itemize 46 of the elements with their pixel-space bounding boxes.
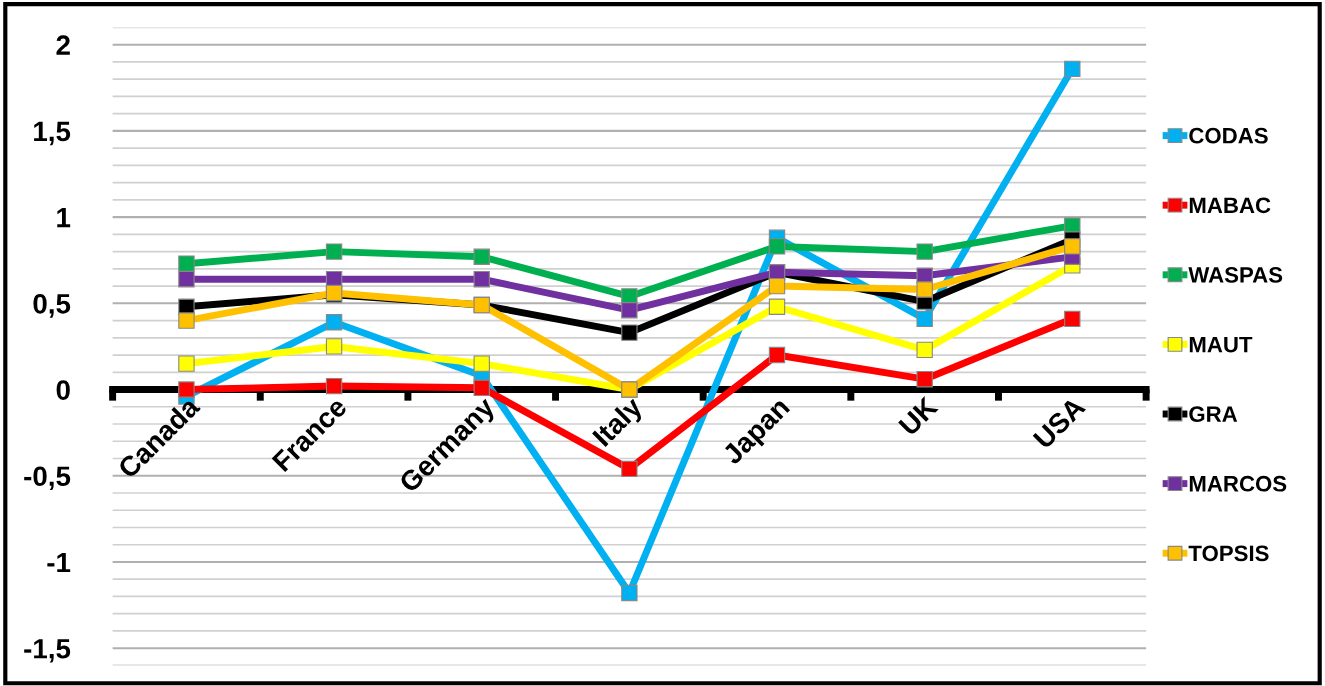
point (473, 248, 490, 265)
point (473, 270, 490, 288)
point (178, 255, 195, 272)
point (178, 312, 195, 329)
legend-label: TOPSIS (1188, 545, 1269, 562)
point (325, 314, 343, 331)
y-tick-label: 2 (56, 35, 70, 55)
legend-label: WASPAS (1188, 267, 1283, 283)
point (768, 238, 786, 255)
legend-label: MAUT (1189, 336, 1253, 353)
point (916, 281, 933, 298)
point (916, 341, 933, 359)
point (1064, 310, 1081, 328)
point (621, 302, 638, 319)
point (621, 460, 638, 478)
y-tick-label: -1 (47, 552, 71, 573)
point (768, 277, 786, 295)
y-tick-label: 0 (56, 380, 70, 400)
point (325, 377, 343, 395)
point (178, 355, 195, 372)
point (621, 584, 638, 602)
x-tick-label: UK (898, 395, 939, 437)
point (768, 298, 786, 315)
point (768, 346, 786, 364)
y-tick-label: 1 (57, 208, 71, 228)
y-tick-label: 0,5 (33, 293, 71, 318)
y-tick-label: -0,5 (24, 466, 71, 491)
y-tick-label: -1,5 (24, 639, 71, 663)
point (1064, 238, 1081, 255)
point (916, 310, 933, 328)
y-tick-label: 1,5 (34, 121, 71, 146)
point (621, 324, 638, 341)
point (178, 270, 195, 288)
legend-label: CODAS (1189, 127, 1268, 144)
point (325, 243, 343, 260)
point (473, 379, 490, 397)
x-tick-label: USA (1032, 395, 1087, 450)
legend-label: MABAC (1189, 197, 1271, 214)
point (178, 381, 195, 398)
point (325, 338, 343, 355)
legend-label: GRA (1189, 406, 1238, 422)
point (473, 355, 490, 372)
point (916, 243, 933, 260)
legend-label: MARCOS (1189, 475, 1287, 492)
point (1064, 60, 1081, 78)
point (916, 370, 933, 388)
